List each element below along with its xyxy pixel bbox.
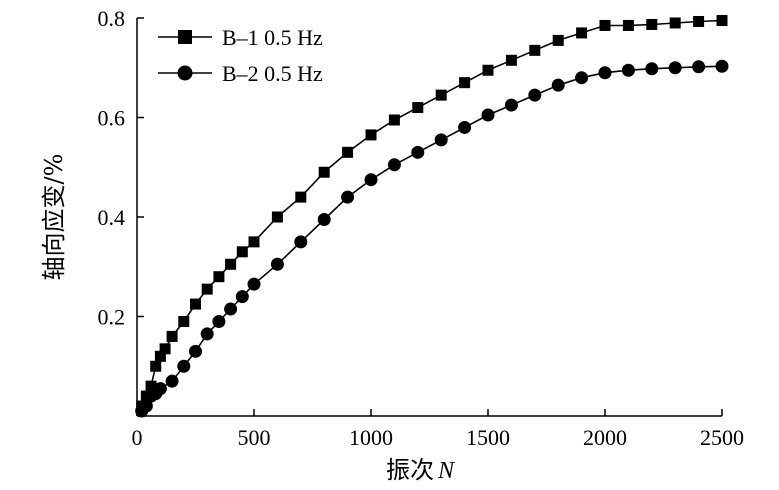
- data-point-b1: [599, 19, 611, 31]
- y-tick-label: 0.2: [98, 305, 126, 330]
- y-tick-label: 0.6: [98, 106, 126, 131]
- data-point-b2: [364, 173, 378, 187]
- legend-marker-circle-icon: [177, 65, 193, 81]
- legend-label-b2: B–2 0.5 Hz: [222, 61, 323, 86]
- x-tick-label: 0: [132, 425, 143, 450]
- data-point-b1: [150, 360, 162, 372]
- data-point-b1: [295, 191, 307, 203]
- data-point-b1: [178, 315, 190, 327]
- data-point-b2: [692, 60, 706, 74]
- x-tick-label: 1500: [466, 425, 510, 450]
- series-line-2: [141, 65, 723, 412]
- data-point-b1: [166, 330, 178, 342]
- series: [135, 14, 729, 418]
- data-point-b1: [271, 211, 283, 223]
- series-line-1: [140, 19, 723, 407]
- data-point-b1: [225, 258, 237, 270]
- data-point-b1: [365, 129, 377, 141]
- data-point-b2: [528, 88, 542, 102]
- data-point-b2: [177, 359, 191, 373]
- data-point-b1: [248, 236, 260, 248]
- y-tick-label: 0.8: [98, 6, 126, 31]
- data-point-b1: [669, 17, 681, 29]
- data-point-b2: [504, 98, 518, 112]
- data-point-b2: [551, 78, 565, 92]
- data-point-b1: [693, 15, 705, 27]
- data-point-b2: [224, 302, 238, 316]
- data-point-b2: [317, 212, 331, 226]
- data-point-b2: [621, 63, 635, 77]
- x-axis-title-main: 振次: [386, 456, 434, 484]
- x-tick-label: 2500: [700, 425, 744, 450]
- data-point-b2: [434, 133, 448, 147]
- data-point-b2: [715, 59, 729, 73]
- ticks: 0 500 1000 1500 2000 2500 0.2 0.4 0.6 0.8: [98, 6, 745, 450]
- data-point-b1: [190, 298, 201, 310]
- x-tick-label: 2000: [583, 425, 627, 450]
- data-point-b1: [201, 283, 213, 295]
- data-point-b1: [412, 102, 424, 114]
- data-point-b1: [482, 64, 494, 76]
- data-point-b1: [145, 380, 157, 392]
- data-point-b1: [646, 18, 658, 30]
- data-point-b1: [236, 246, 248, 258]
- data-point-b1: [622, 19, 634, 31]
- legend: B–1 0.5 Hz B–2 0.5 Hz: [158, 25, 323, 86]
- data-point-b1: [213, 271, 225, 283]
- data-point-b2: [645, 62, 659, 76]
- legend-marker-square-icon: [178, 30, 192, 44]
- data-point-b1: [435, 89, 447, 101]
- data-point-b2: [481, 108, 495, 122]
- data-point-b2: [270, 257, 284, 271]
- x-axis-title: 振次 N: [386, 456, 456, 484]
- data-point-b1: [552, 34, 564, 46]
- data-point-b1: [576, 27, 588, 39]
- data-point-b2: [139, 399, 153, 413]
- data-point-b1: [342, 146, 354, 158]
- data-point-b2: [294, 235, 308, 249]
- data-point-b1: [388, 114, 400, 126]
- y-axis-title: 轴向应变/%: [40, 154, 68, 281]
- x-axis-title-variable: N: [437, 458, 456, 484]
- x-tick-label: 1000: [349, 425, 393, 450]
- data-point-b2: [153, 382, 167, 396]
- data-point-b1: [154, 350, 166, 362]
- data-point-b1: [716, 14, 728, 26]
- data-point-b2: [387, 158, 401, 172]
- data-point-b2: [212, 314, 226, 328]
- data-point-b1: [505, 54, 517, 66]
- data-point-b2: [668, 61, 682, 75]
- data-point-b1: [318, 166, 330, 178]
- legend-label-b1: B–1 0.5 Hz: [222, 25, 323, 50]
- x-tick-label: 500: [238, 425, 271, 450]
- data-point-b2: [235, 290, 249, 304]
- data-point-b2: [458, 120, 472, 134]
- data-point-b2: [411, 145, 425, 159]
- y-tick-label: 0.4: [98, 205, 126, 230]
- data-point-b2: [189, 344, 202, 358]
- data-point-b1: [529, 44, 541, 56]
- data-point-b2: [598, 66, 612, 80]
- data-point-b2: [575, 71, 589, 85]
- data-point-b2: [165, 374, 179, 388]
- data-point-b2: [341, 190, 355, 204]
- data-point-b2: [247, 277, 261, 291]
- data-point-b2: [200, 327, 214, 341]
- data-point-b1: [459, 77, 471, 89]
- data-point-b1: [159, 343, 171, 355]
